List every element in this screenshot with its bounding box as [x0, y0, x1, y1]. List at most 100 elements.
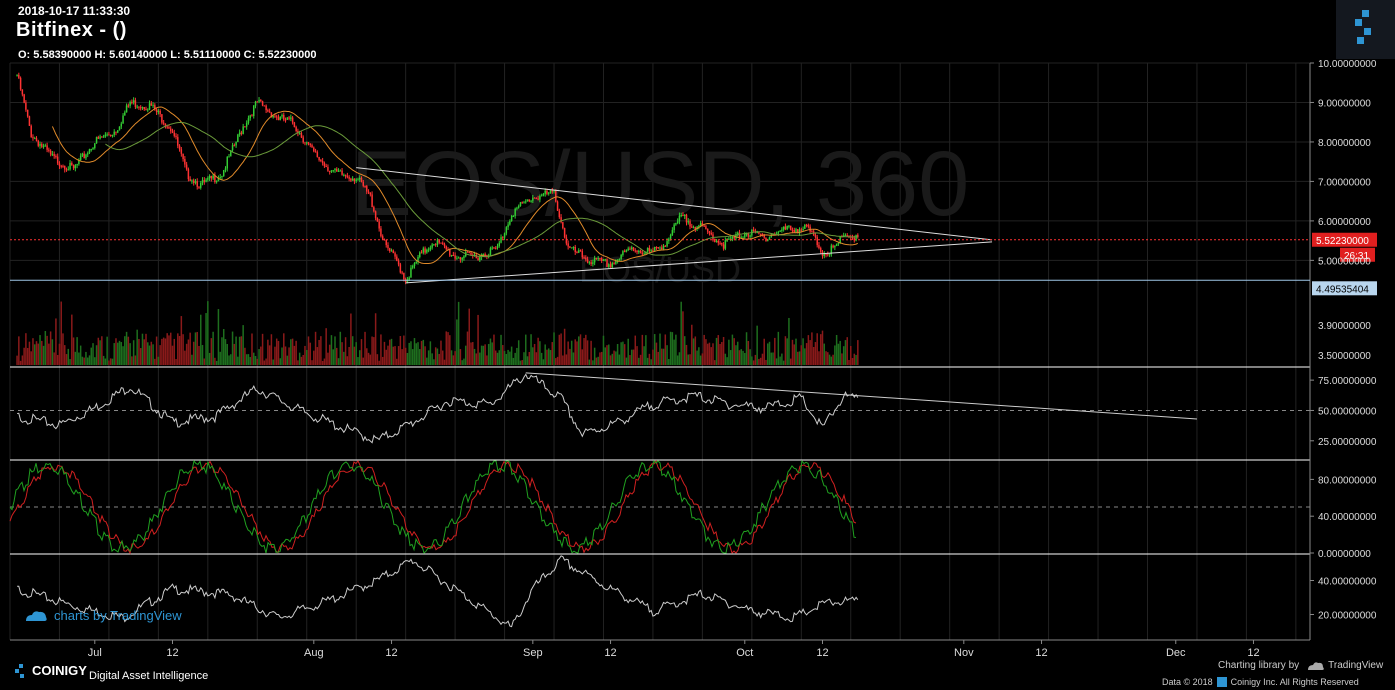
candle-body — [811, 231, 813, 233]
volume-bar — [139, 348, 142, 365]
volume-bar — [503, 350, 506, 365]
volume-bar — [258, 349, 260, 365]
candle-body — [719, 242, 721, 244]
candle-body — [371, 194, 373, 208]
candle-body — [251, 115, 253, 117]
volume-bar — [742, 350, 744, 365]
candle-body — [744, 233, 746, 238]
candle-body — [417, 257, 419, 262]
volume-bar — [689, 354, 691, 365]
volume-bar — [498, 350, 501, 365]
volume-bar — [106, 336, 108, 365]
volume-bar — [270, 334, 273, 365]
candle-body — [313, 147, 315, 152]
price-trendline[interactable] — [356, 167, 993, 241]
volume-bar — [355, 342, 357, 365]
rsi-line — [17, 373, 859, 444]
volume-bar — [484, 344, 486, 365]
tradingview-link[interactable]: charts by TradingView — [24, 608, 182, 623]
charting-library-credit[interactable]: Charting library by TradingView — [1218, 660, 1383, 671]
candle-body — [19, 77, 22, 90]
candle-body — [215, 181, 218, 183]
candle-body — [374, 211, 377, 218]
volume-bar — [547, 348, 550, 365]
time-tick-label: 12 — [1035, 647, 1047, 659]
candle-body — [542, 193, 545, 196]
candle-body — [321, 161, 324, 163]
volume-bar — [327, 352, 329, 365]
candle-body — [602, 259, 605, 261]
candle-body — [383, 239, 386, 241]
volume-bar — [380, 334, 382, 365]
volume-bar — [652, 349, 654, 365]
rsi-trendline[interactable] — [525, 372, 1197, 420]
volume-bar — [101, 336, 103, 365]
candle-body — [733, 236, 735, 239]
volume-bar — [752, 360, 755, 365]
volume-bar — [479, 352, 481, 365]
volume-bar — [768, 341, 771, 365]
volume-bar — [650, 359, 652, 365]
candle-body — [459, 257, 462, 260]
volume-bar — [491, 342, 493, 365]
volume-bar — [608, 344, 610, 365]
volume-bar — [857, 340, 859, 365]
volume-bar — [94, 357, 96, 365]
volume-bar — [346, 356, 349, 365]
candle-body — [668, 238, 670, 242]
candle-body — [738, 232, 741, 239]
candle-body — [752, 229, 755, 231]
ohlc-readout: O: 5.58390000 H: 5.60140000 L: 5.5111000… — [18, 49, 317, 61]
coinigy-footer-brand[interactable]: COINIGY — [14, 663, 87, 678]
volume-bar — [385, 349, 387, 365]
candle-body — [39, 143, 41, 146]
candle-body — [514, 208, 516, 216]
candle-body — [274, 115, 276, 117]
volume-bar — [25, 333, 27, 365]
volume-bar — [835, 334, 838, 365]
candle-body — [510, 215, 513, 221]
volume-bar — [825, 351, 827, 365]
candle-body — [818, 245, 820, 249]
volume-bar — [205, 313, 207, 365]
candle-body — [254, 101, 257, 106]
volume-bar — [210, 338, 213, 365]
volume-bar — [244, 347, 246, 365]
candle-body — [256, 101, 259, 103]
volume-bar — [729, 350, 732, 365]
candle-body — [440, 242, 442, 244]
candle-body — [795, 229, 797, 233]
volume-bar — [482, 345, 485, 365]
volume-bar — [260, 346, 262, 365]
candle-body — [788, 225, 790, 227]
volume-bar — [173, 338, 176, 365]
candle-body — [238, 132, 241, 135]
volume-bar — [49, 331, 52, 365]
candle-body — [502, 237, 504, 239]
candle-body — [394, 253, 396, 257]
coinigy-logo-icon[interactable] — [1336, 0, 1395, 59]
volume-bar — [710, 347, 712, 365]
candle-body — [348, 177, 350, 179]
candle-body — [403, 272, 405, 280]
candle-body — [318, 156, 320, 161]
candle-body — [680, 214, 682, 216]
candle-body — [736, 232, 739, 235]
candle-body — [78, 159, 80, 165]
candle-body — [546, 190, 548, 194]
candle-body — [69, 162, 71, 170]
volume-bar — [553, 332, 555, 365]
volume-bar — [604, 347, 606, 365]
candle-body — [309, 143, 312, 146]
candle-body — [253, 105, 255, 117]
volume-bar — [450, 350, 453, 365]
candle-body — [343, 174, 345, 176]
volume-bar — [323, 358, 326, 365]
volume-bar — [590, 340, 592, 365]
volume-bar — [46, 335, 48, 365]
volume-bar — [293, 345, 296, 365]
price-trendline[interactable] — [405, 241, 993, 284]
volume-bar — [367, 352, 370, 365]
candle-body — [431, 244, 433, 248]
